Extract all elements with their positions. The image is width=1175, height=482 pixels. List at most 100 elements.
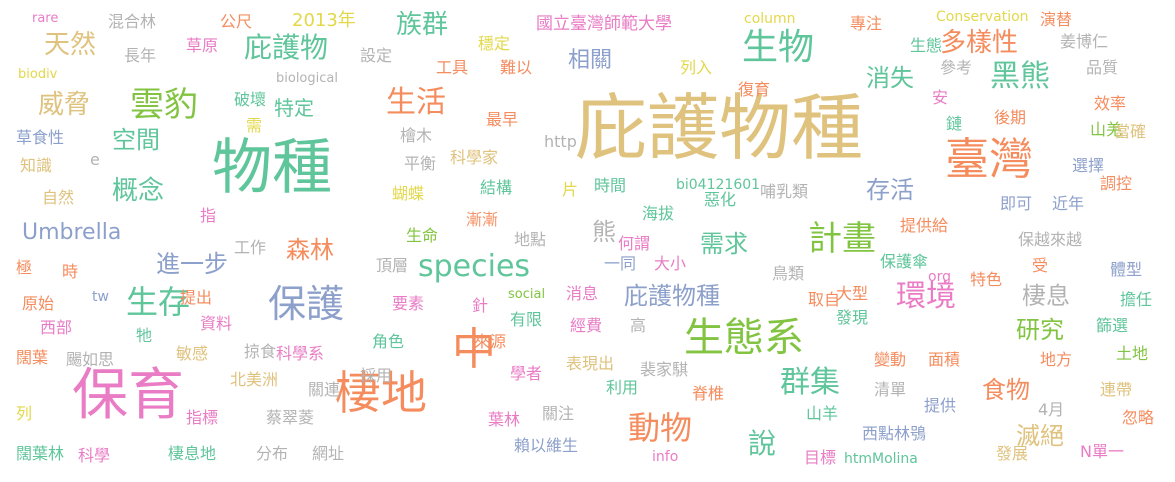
cloud-word: 何謂 bbox=[618, 234, 651, 253]
cloud-word: 闊葉 bbox=[16, 348, 49, 367]
cloud-word: 平衡 bbox=[404, 154, 437, 173]
cloud-word: 關注 bbox=[542, 404, 575, 423]
cloud-word: 特定 bbox=[274, 96, 314, 120]
cloud-word: 針 bbox=[472, 296, 489, 315]
cloud-word: 食物 bbox=[982, 376, 1030, 404]
cloud-word: 掠食 bbox=[244, 342, 277, 361]
cloud-word: Umbrella bbox=[22, 220, 122, 245]
cloud-word: 角色 bbox=[372, 332, 405, 351]
cloud-word: 清單 bbox=[874, 380, 907, 399]
cloud-word: 設定 bbox=[360, 46, 393, 65]
cloud-word: 鳥類 bbox=[772, 264, 805, 283]
cloud-word: 相關 bbox=[568, 48, 613, 73]
cloud-word: 工具 bbox=[436, 58, 469, 77]
cloud-word: 調控 bbox=[1100, 174, 1133, 193]
cloud-word: 天然 bbox=[44, 30, 97, 60]
cloud-word: 西點林鴞 bbox=[862, 424, 927, 443]
cloud-word: species bbox=[418, 249, 531, 284]
cloud-word: 後期 bbox=[994, 108, 1027, 127]
cloud-word: 安 bbox=[932, 88, 949, 107]
cloud-word: 要素 bbox=[392, 294, 425, 313]
cloud-word: 發展 bbox=[996, 444, 1029, 463]
cloud-word: 經費 bbox=[570, 316, 603, 335]
cloud-word: 指標 bbox=[186, 408, 219, 427]
cloud-word: 闊葉林 bbox=[16, 444, 65, 463]
cloud-word: 生物 bbox=[742, 27, 815, 68]
cloud-word: 威脅 bbox=[38, 90, 91, 120]
cloud-word: 分布 bbox=[256, 444, 289, 463]
cloud-word: 效率 bbox=[1094, 94, 1127, 113]
cloud-word: 穩定 bbox=[478, 34, 511, 53]
cloud-word: 大小 bbox=[654, 254, 687, 273]
cloud-word: 葉林 bbox=[488, 410, 521, 429]
cloud-word: bi04121601 bbox=[676, 177, 761, 193]
cloud-word: 參考 bbox=[940, 58, 973, 77]
cloud-word: 生存 bbox=[126, 283, 191, 321]
cloud-word: 消息 bbox=[566, 284, 599, 303]
cloud-word: 中 bbox=[452, 324, 496, 375]
cloud-word: Conservation bbox=[936, 9, 1029, 25]
cloud-word: 保護 bbox=[268, 282, 345, 326]
cloud-word: 生活 bbox=[386, 85, 446, 120]
cloud-word: biodiv bbox=[18, 67, 58, 82]
cloud-word: 工作 bbox=[234, 238, 267, 257]
cloud-word: 群集 bbox=[780, 365, 840, 400]
cloud-word: 概念 bbox=[112, 176, 165, 206]
cloud-word: 滅絕 bbox=[1016, 422, 1064, 450]
cloud-word: 品質 bbox=[1086, 58, 1119, 77]
cloud-word: 頂層 bbox=[376, 256, 409, 275]
cloud-word: 長年 bbox=[124, 46, 157, 65]
cloud-word: 賴以維生 bbox=[514, 436, 579, 455]
cloud-word: 檜木 bbox=[400, 126, 433, 145]
cloud-word: 難以 bbox=[500, 58, 533, 77]
cloud-word: 演替 bbox=[1040, 10, 1073, 29]
cloud-word: 採用 bbox=[360, 366, 393, 385]
cloud-word: 高 bbox=[630, 316, 647, 335]
cloud-word: 表現出 bbox=[566, 354, 615, 373]
cloud-word: 科學系 bbox=[276, 344, 325, 363]
cloud-word: 知識 bbox=[20, 156, 53, 175]
cloud-word: 目標 bbox=[804, 448, 837, 467]
cloud-word: 物種 bbox=[212, 133, 332, 203]
cloud-word: 需求 bbox=[700, 230, 748, 258]
cloud-word: 保越來越 bbox=[1018, 230, 1083, 249]
cloud-word: 時 bbox=[62, 262, 79, 281]
cloud-word: 一同 bbox=[604, 254, 637, 273]
cloud-word: 近年 bbox=[1052, 194, 1085, 213]
cloud-word: 地方 bbox=[1040, 350, 1073, 369]
cloud-word: 雲豹 bbox=[130, 85, 198, 125]
cloud-word: 消失 bbox=[866, 64, 914, 92]
cloud-word: 棲息地 bbox=[168, 444, 217, 463]
cloud-word: 鏈 bbox=[946, 114, 963, 133]
cloud-word: 動物 bbox=[628, 409, 693, 447]
cloud-word: 復育 bbox=[738, 80, 771, 99]
cloud-word: 關連 bbox=[308, 380, 341, 399]
cloud-word: 4月 bbox=[1038, 400, 1065, 419]
cloud-word: 連帶 bbox=[1100, 380, 1133, 399]
cloud-word: 計畫 bbox=[808, 219, 876, 259]
cloud-word: htmMolina bbox=[844, 451, 918, 467]
cloud-word: 最早 bbox=[486, 110, 519, 129]
cloud-word: 說 bbox=[748, 427, 777, 460]
cloud-word: 當確 bbox=[1114, 122, 1147, 141]
cloud-word: 黑熊 bbox=[990, 59, 1050, 94]
cloud-word: 2013年 bbox=[292, 10, 356, 31]
cloud-word: 草食性 bbox=[16, 128, 65, 147]
cloud-word: 變動 bbox=[874, 350, 907, 369]
cloud-word: 受 bbox=[1032, 256, 1049, 275]
cloud-word: 颺如思 bbox=[66, 350, 115, 369]
cloud-word: 地點 bbox=[514, 230, 547, 249]
cloud-word: e bbox=[90, 150, 100, 169]
cloud-word: 忽略 bbox=[1122, 408, 1155, 427]
cloud-word: 片 bbox=[562, 180, 579, 199]
cloud-word: biological bbox=[276, 71, 338, 86]
cloud-word: http bbox=[544, 132, 577, 151]
cloud-word: social bbox=[508, 287, 546, 302]
cloud-word: tw bbox=[92, 289, 109, 305]
cloud-word: 棲息 bbox=[1022, 282, 1070, 310]
cloud-word: 科學家 bbox=[450, 148, 499, 167]
cloud-word: 環境 bbox=[896, 279, 956, 314]
cloud-word: N單一 bbox=[1080, 442, 1124, 461]
cloud-word: 庇護物 bbox=[244, 31, 329, 64]
